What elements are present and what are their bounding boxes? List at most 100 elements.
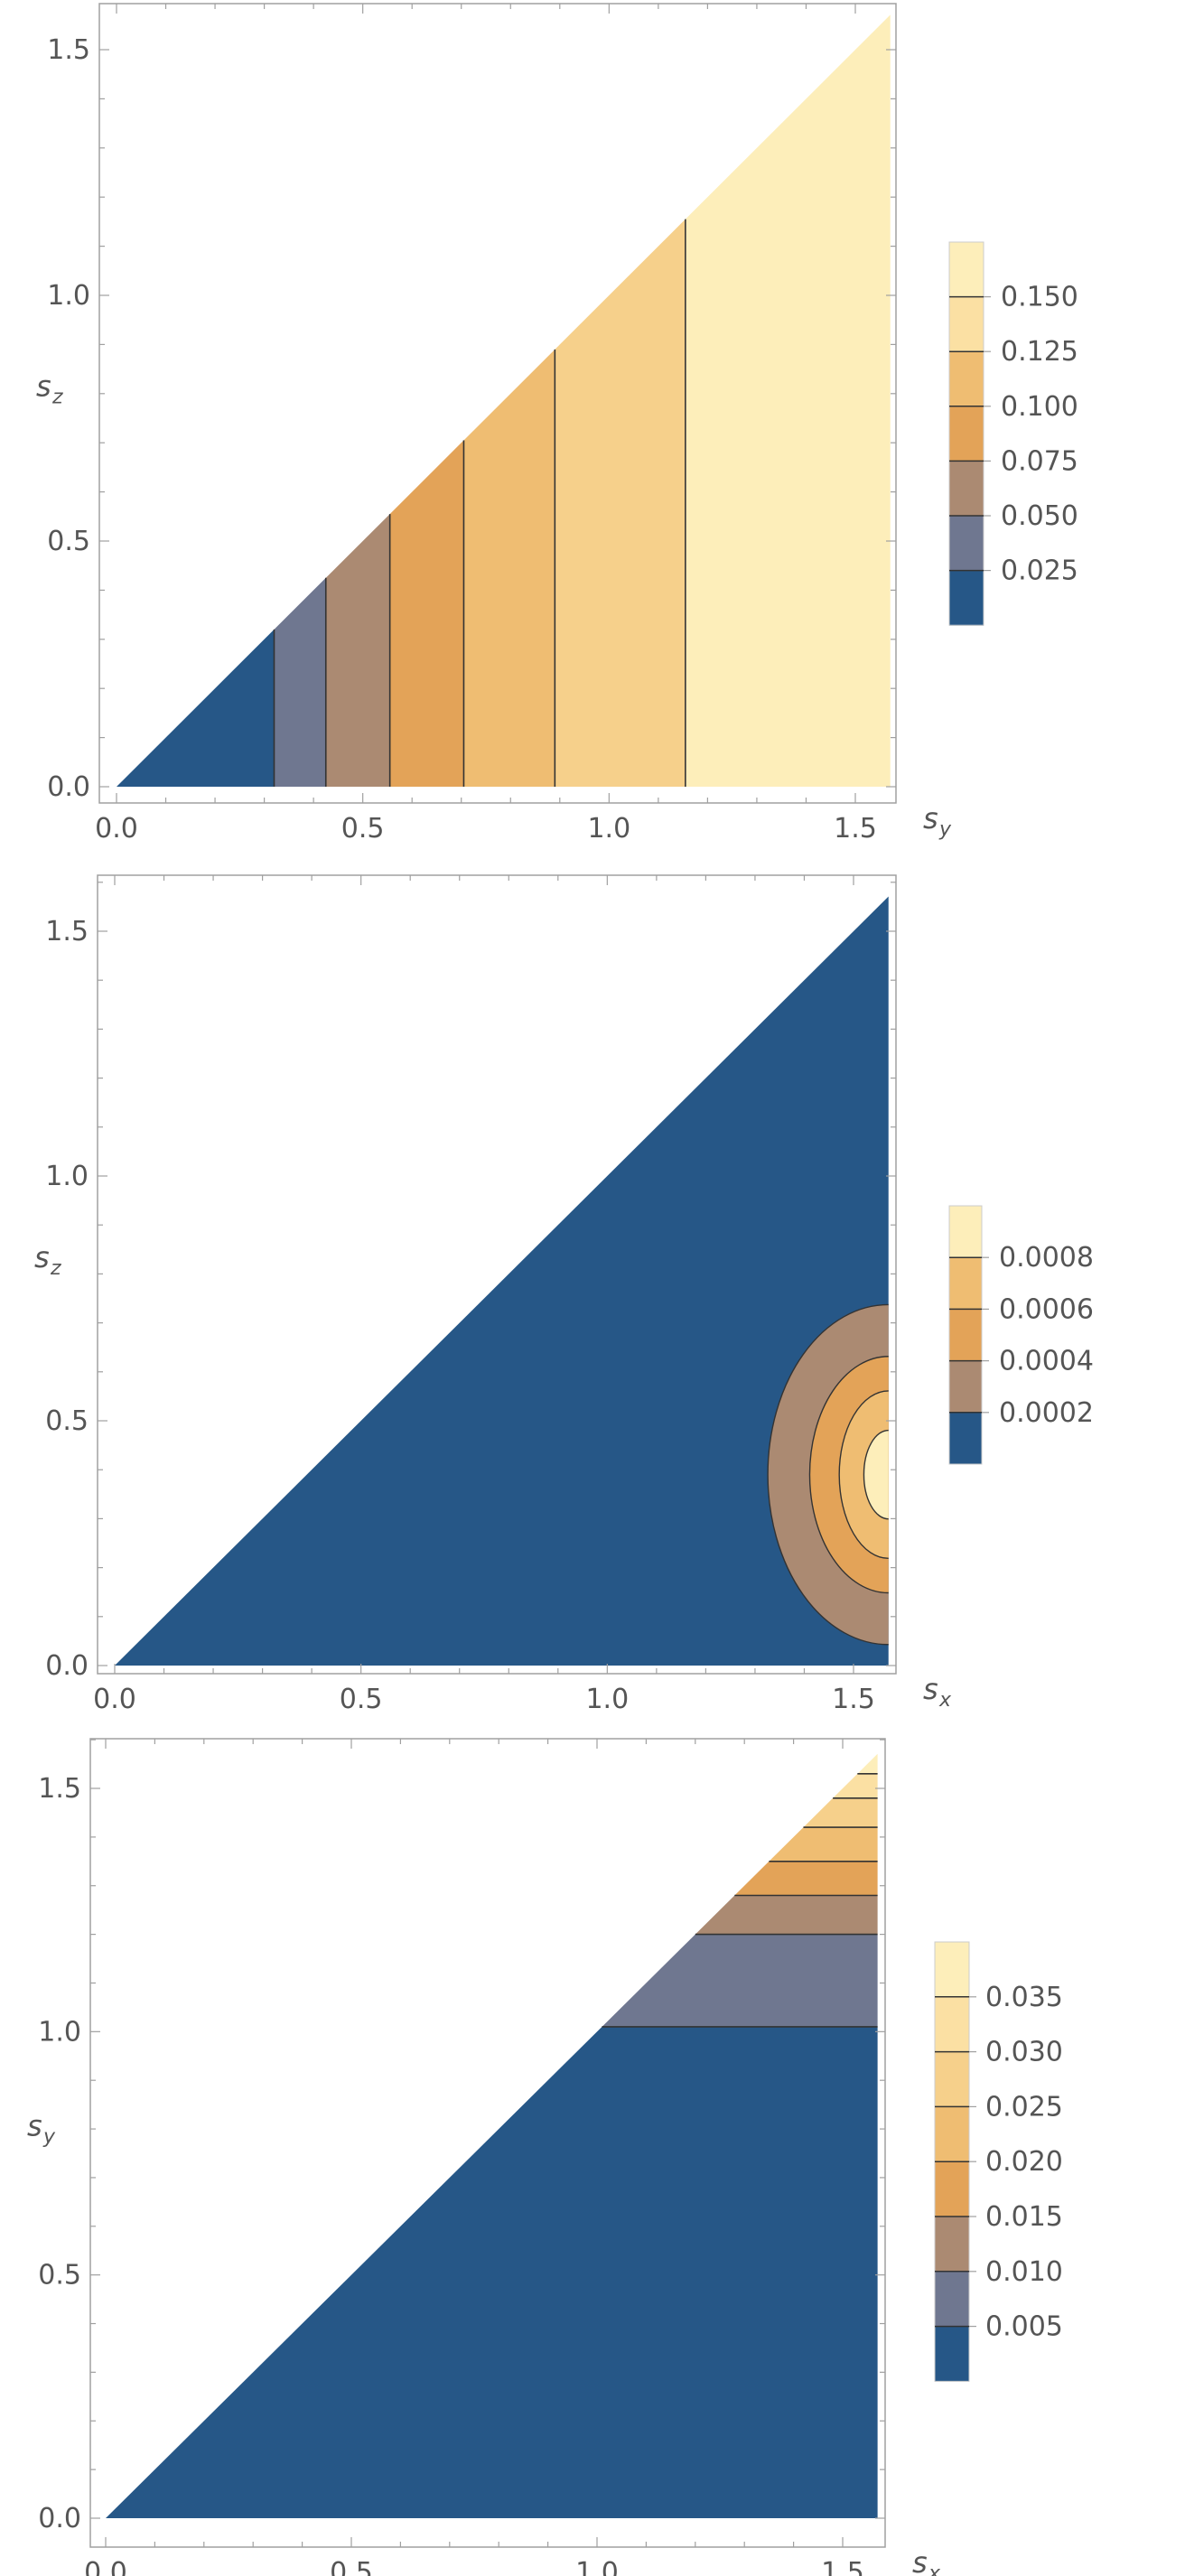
plot-frame — [98, 3, 897, 804]
x-tick-label: 1.5 — [834, 813, 877, 845]
y-tick-label: 1.5 — [45, 916, 89, 947]
legend-label: 0.025 — [985, 2091, 1063, 2123]
contour-band — [274, 577, 326, 787]
x-tick-label: 1.0 — [575, 2557, 619, 2576]
chart-panel-1: 0.0 0.5 1.0 1.50.00.51.01.5s ys z0.0250.0500.… — [36, 3, 1078, 845]
contour-band — [863, 1429, 889, 1520]
legend-swatch — [949, 406, 984, 462]
contour-band — [769, 1827, 878, 1862]
y-tick-label: 0.0 — [45, 1650, 89, 1682]
legend-label: 0.015 — [985, 2201, 1063, 2233]
x-axis-label-sub: x — [928, 2562, 941, 2576]
contour-band — [115, 896, 889, 1666]
y-axis-label-sub: z — [50, 1257, 61, 1280]
legend-label: 0.0004 — [999, 1346, 1094, 1377]
legend-swatch — [949, 516, 984, 572]
x-tick-label: 0.0 — [95, 813, 138, 845]
legend-swatch — [935, 2051, 969, 2107]
legend-label: 0.005 — [985, 2311, 1063, 2343]
legend-label: 0.150 — [1001, 282, 1078, 313]
x-tick-label: 1.0 — [585, 1684, 629, 1715]
legend-label: 0.0006 — [999, 1293, 1094, 1325]
contour-band — [833, 1773, 878, 1798]
legend-swatch — [949, 1309, 982, 1362]
contour-band — [602, 1934, 878, 2027]
legend-swatch — [935, 2326, 969, 2382]
legend-swatch — [949, 1206, 982, 1258]
legend-swatch — [935, 2161, 969, 2217]
y-tick-label: 1.5 — [47, 34, 90, 66]
legend-frame — [948, 1205, 983, 1465]
legend-swatch — [935, 2217, 969, 2273]
legend-frame — [948, 241, 984, 626]
y-axis-label-sub: z — [51, 387, 63, 409]
legend-swatch — [949, 1412, 982, 1465]
legend-label: 0.025 — [1001, 555, 1078, 587]
y-axis-label: s — [34, 1240, 50, 1274]
y-tick-label: 0.5 — [38, 2260, 81, 2291]
hotspot-group — [767, 1303, 889, 1646]
x-axis-label: s — [912, 2545, 928, 2576]
y-tick-label: 0.5 — [45, 1405, 89, 1437]
x-tick-label: 1.5 — [832, 1684, 875, 1715]
legend-label: 0.050 — [1001, 500, 1078, 532]
x-tick-label: 0.5 — [341, 813, 385, 845]
x-tick-label: 0.0 — [93, 1684, 136, 1715]
legend-label: 0.0008 — [999, 1242, 1094, 1274]
y-axis-label: s — [27, 2109, 42, 2143]
contour-band — [325, 514, 390, 787]
x-tick-label: 0.5 — [330, 2557, 373, 2576]
contour-band — [117, 629, 275, 787]
legend-swatch — [949, 242, 984, 298]
legend-label: 0.0002 — [999, 1397, 1094, 1429]
contour-band — [389, 440, 464, 787]
x-axis-label-sub: x — [938, 1689, 952, 1712]
legend-label: 0.035 — [985, 1982, 1063, 2013]
y-tick-label: 1.0 — [47, 280, 90, 312]
contour-band — [555, 219, 686, 787]
x-axis-label: s — [923, 1672, 938, 1706]
legend-swatch — [949, 461, 984, 517]
y-axis-label: s — [36, 369, 51, 404]
legend-label: 0.100 — [1001, 391, 1078, 423]
legend-swatch — [935, 1942, 969, 1998]
x-axis-label-sub: y — [938, 818, 952, 841]
y-tick-label: 1.0 — [38, 2016, 81, 2048]
contour-band — [685, 14, 891, 788]
legend-swatch — [935, 2271, 969, 2328]
y-tick-label: 0.0 — [47, 771, 90, 803]
legend-label: 0.020 — [985, 2146, 1063, 2178]
contour-band — [838, 1390, 889, 1560]
legend-swatch — [949, 1257, 982, 1310]
contour-band — [734, 1861, 878, 1896]
plot-frame — [89, 1738, 886, 2548]
y-tick-label: 1.5 — [38, 1773, 81, 1805]
legend-swatch — [949, 1360, 982, 1414]
legend-swatch — [949, 296, 984, 352]
legend-label: 0.125 — [1001, 336, 1078, 368]
x-axis-label: s — [923, 801, 938, 835]
y-tick-label: 1.0 — [45, 1161, 89, 1192]
x-tick-label: 1.0 — [587, 813, 630, 845]
x-tick-label: 0.5 — [340, 1684, 383, 1715]
contour-band — [106, 2026, 878, 2518]
x-tick-label: 0.0 — [84, 2557, 127, 2576]
contour-band — [803, 1797, 878, 1828]
y-axis-label-sub: y — [42, 2126, 56, 2149]
y-tick-label: 0.5 — [47, 526, 90, 557]
chart-panel-2: 0.0 0.5 1.0 1.50.00.51.01.5s xs z0.00020.0004… — [34, 874, 1094, 1715]
y-tick-label: 0.0 — [38, 2503, 81, 2534]
legend-swatch — [935, 2106, 969, 2162]
contour-band — [857, 1753, 878, 1774]
legend-swatch — [949, 351, 984, 407]
legend-swatch — [949, 570, 984, 626]
legend-label: 0.030 — [985, 2037, 1063, 2068]
contour-band — [695, 1895, 878, 1935]
legend-swatch — [935, 1996, 969, 2053]
contour-band — [463, 349, 555, 787]
chart-panel-3: 0.0 0.5 1.0 1.50.00.51.01.5s xs y0.0050.0100.… — [27, 1738, 1063, 2576]
legend-label: 0.075 — [1001, 445, 1078, 477]
legend-label: 0.010 — [985, 2256, 1063, 2288]
x-tick-label: 1.5 — [821, 2557, 864, 2576]
